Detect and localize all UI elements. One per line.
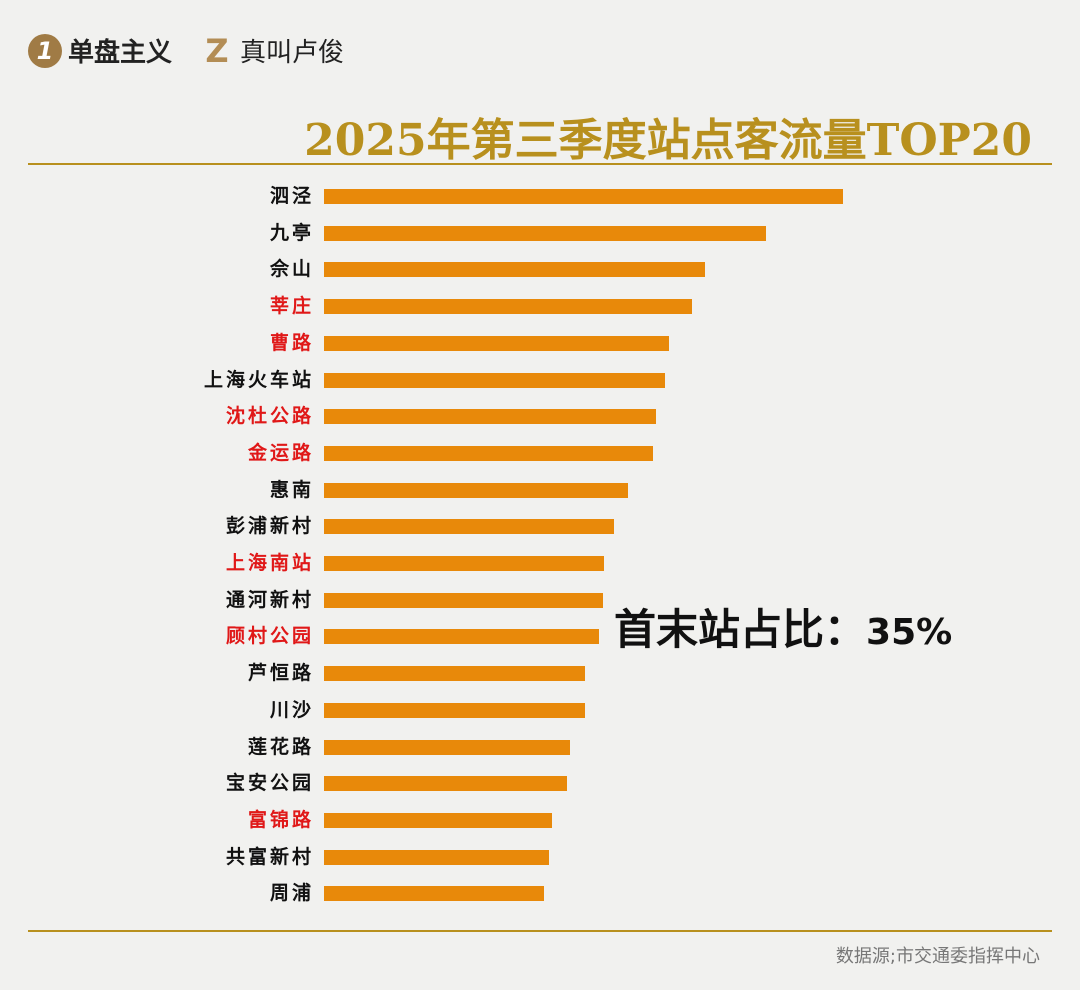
data-source: 数据源;市交通委指挥中心	[835, 946, 1040, 967]
bar	[324, 262, 705, 278]
bar	[324, 666, 586, 682]
bar	[324, 556, 605, 571]
brand-2: Z 真叫卢俊	[200, 31, 345, 70]
bar	[324, 886, 545, 902]
bar-label: 九亭	[269, 221, 314, 244]
bar	[324, 702, 586, 718]
brand-2-name: 真叫卢俊	[240, 38, 345, 68]
bar-label: 周浦	[269, 882, 314, 905]
bar	[324, 299, 692, 315]
bar-label: 沈杜公路	[225, 405, 314, 428]
bar	[324, 445, 654, 461]
bar	[324, 335, 670, 351]
bar-label: 上海南站	[225, 552, 314, 574]
bar-label: 川沙	[269, 698, 314, 721]
brand-1: 1 单盘主义	[28, 32, 172, 69]
bar	[324, 519, 615, 535]
bar-label: 顾村公园	[225, 625, 314, 648]
bar	[324, 482, 629, 498]
logo-2-icon: Z	[205, 31, 229, 70]
bar-label: 通河新村	[225, 588, 314, 611]
bar-label: 莘庄	[269, 295, 314, 318]
bar-label: 金运路	[247, 441, 314, 464]
bar-label: 彭浦新村	[225, 515, 314, 538]
top-divider	[28, 163, 1052, 165]
bottom-divider	[28, 930, 1052, 932]
bar	[324, 739, 570, 755]
bar-label: 宝安公园	[225, 772, 314, 795]
bar	[324, 189, 843, 204]
bar-label: 富锦路	[247, 808, 314, 831]
bar	[324, 776, 567, 792]
annotation-label: 首末站占比：	[614, 605, 867, 654]
bar	[324, 592, 604, 608]
bar	[324, 372, 665, 388]
bar-label: 曹路	[269, 331, 314, 354]
annotation-value: 35%	[866, 612, 953, 653]
bar-label: 共富新村	[225, 845, 314, 868]
bar	[324, 849, 550, 865]
bar	[324, 409, 656, 425]
bar	[324, 812, 552, 828]
annotation: 首末站占比：35%	[614, 596, 952, 657]
bar-label: 芦恒路	[247, 662, 314, 685]
logo-1-icon: 1	[28, 33, 62, 68]
bar	[324, 225, 767, 241]
bar	[324, 629, 600, 645]
bar-label: 泗泾	[269, 185, 314, 207]
bar-label: 惠南	[269, 478, 314, 501]
bar-label: 佘山	[269, 258, 314, 281]
bar-label: 上海火车站	[203, 368, 314, 391]
chart-title: 2025年第三季度站点客流量TOP20	[304, 115, 1032, 166]
brand-1-name: 单盘主义	[68, 38, 173, 68]
bar-label: 莲花路	[247, 735, 314, 758]
